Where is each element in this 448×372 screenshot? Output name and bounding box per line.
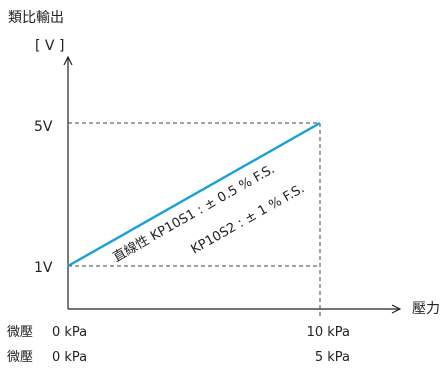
x-row-name: 微壓 xyxy=(7,350,33,365)
x-row-name: 微壓 xyxy=(7,325,33,340)
x-row-end: 10 kPa xyxy=(307,325,350,340)
linearity-annotation-s2: KP10S2 : ± 1 % F.S. xyxy=(189,181,308,257)
x-row-end: 5 kPa xyxy=(315,350,350,365)
y-axis-title: 類比輸出 xyxy=(8,10,64,26)
y-axis-unit: [ V ] xyxy=(35,38,64,54)
y-tick-label: 1V xyxy=(34,260,53,276)
output-line xyxy=(67,121,321,268)
y-tick-label: 5V xyxy=(34,119,53,135)
x-axis-title: 壓力 xyxy=(412,301,440,317)
x-row-start: 0 kPa xyxy=(52,325,87,340)
x-row-start: 0 kPa xyxy=(52,350,87,365)
